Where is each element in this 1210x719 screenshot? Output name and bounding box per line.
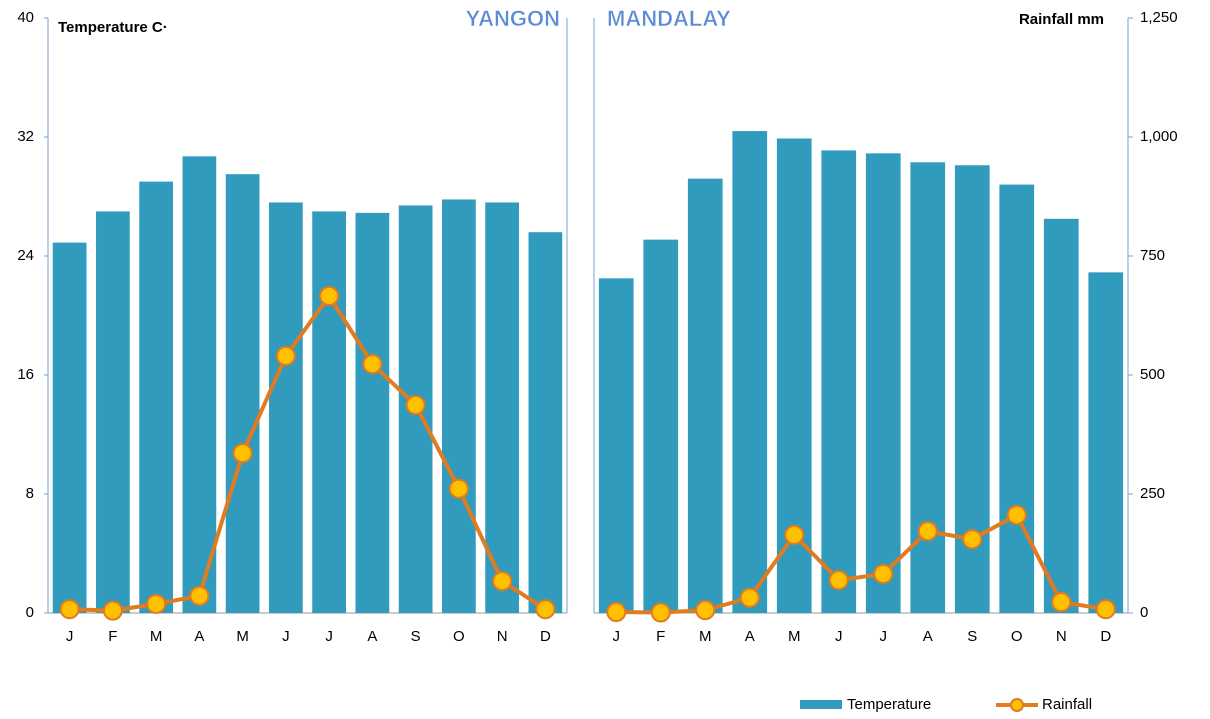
bar — [821, 150, 857, 613]
bar — [732, 131, 768, 614]
y2-tick-label: 750 — [1140, 247, 1165, 264]
y-tick-label: 16 — [17, 366, 34, 383]
bar — [865, 153, 901, 614]
legend-label: Temperature — [847, 696, 931, 713]
y-tick-label: 32 — [17, 128, 34, 145]
rainfall-marker — [962, 529, 983, 550]
x-tick-label: N — [1056, 628, 1067, 645]
bar — [225, 174, 260, 613]
y2-tick-label: 250 — [1140, 485, 1165, 502]
x-tick-label: J — [66, 628, 74, 645]
y-tick-label: 0 — [26, 604, 34, 621]
legend-label: Rainfall — [1042, 696, 1092, 713]
bar — [687, 178, 723, 613]
rainfall-marker — [695, 600, 716, 621]
rainfall-marker — [739, 587, 760, 608]
bar — [139, 181, 173, 613]
x-tick-label: D — [540, 628, 551, 645]
bar — [528, 232, 563, 613]
y-tick-label: 8 — [26, 485, 34, 502]
bar — [1043, 218, 1079, 613]
y-tick-label: 40 — [17, 9, 34, 26]
rainfall-marker — [59, 599, 80, 620]
rainfall-marker — [1095, 599, 1116, 620]
bar — [355, 212, 390, 614]
bar — [999, 184, 1035, 613]
rainfall-marker — [917, 521, 938, 542]
x-tick-label: F — [656, 628, 665, 645]
bar — [442, 199, 476, 613]
legend-swatch — [1010, 698, 1024, 712]
x-tick-label: J — [325, 628, 333, 645]
x-tick-label: J — [880, 628, 888, 645]
x-tick-label: D — [1100, 628, 1111, 645]
y2-tick-label: 1,250 — [1140, 9, 1178, 26]
rainfall-marker — [873, 563, 894, 584]
x-tick-label: M — [699, 628, 712, 645]
rainfall-marker — [362, 354, 383, 375]
x-tick-label: M — [788, 628, 801, 645]
x-tick-label: A — [194, 628, 204, 645]
bar — [182, 156, 217, 613]
legend-swatch — [800, 700, 842, 709]
x-tick-label: O — [453, 628, 465, 645]
x-tick-label: O — [1011, 628, 1023, 645]
bar — [96, 211, 130, 613]
rainfall-marker — [650, 602, 671, 623]
rainfall-marker — [1006, 504, 1027, 525]
x-tick-label: M — [150, 628, 163, 645]
bar — [598, 278, 634, 613]
y2-tick-label: 500 — [1140, 366, 1165, 383]
x-tick-label: S — [967, 628, 977, 645]
x-tick-label: A — [367, 628, 377, 645]
x-tick-label: J — [613, 628, 621, 645]
rainfall-marker — [1051, 592, 1072, 613]
rainfall-marker — [102, 600, 123, 621]
x-tick-label: F — [108, 628, 117, 645]
rainfall-marker — [535, 599, 556, 620]
rainfall-marker — [232, 443, 253, 464]
x-tick-label: A — [923, 628, 933, 645]
x-tick-label: N — [497, 628, 508, 645]
panel-title: YANGON — [465, 6, 560, 31]
x-tick-label: M — [236, 628, 249, 645]
rainfall-marker — [189, 585, 210, 606]
rainfall-marker — [606, 602, 627, 623]
y-axis-label: Temperature C· — [58, 19, 168, 36]
bar — [269, 202, 303, 613]
y2-tick-label: 0 — [1140, 604, 1148, 621]
bar — [485, 202, 519, 613]
rainfall-marker — [828, 570, 849, 591]
rainfall-marker — [146, 593, 167, 614]
panel-title: MANDALAY — [607, 6, 731, 31]
rainfall-marker — [784, 524, 805, 545]
rainfall-marker — [448, 478, 469, 499]
y-tick-label: 24 — [17, 247, 34, 264]
bar — [1088, 272, 1124, 613]
y2-tick-label: 1,000 — [1140, 128, 1178, 145]
x-tick-label: J — [835, 628, 843, 645]
rainfall-marker — [275, 345, 296, 366]
bar — [312, 211, 346, 613]
x-tick-label: A — [745, 628, 755, 645]
x-tick-label: S — [411, 628, 421, 645]
rainfall-marker — [319, 285, 340, 306]
bar — [643, 239, 679, 613]
rainfall-marker — [492, 571, 513, 592]
y2-axis-label: Rainfall mm — [1019, 11, 1104, 28]
rainfall-marker — [405, 394, 426, 415]
bar — [52, 242, 87, 614]
x-tick-label: J — [282, 628, 290, 645]
